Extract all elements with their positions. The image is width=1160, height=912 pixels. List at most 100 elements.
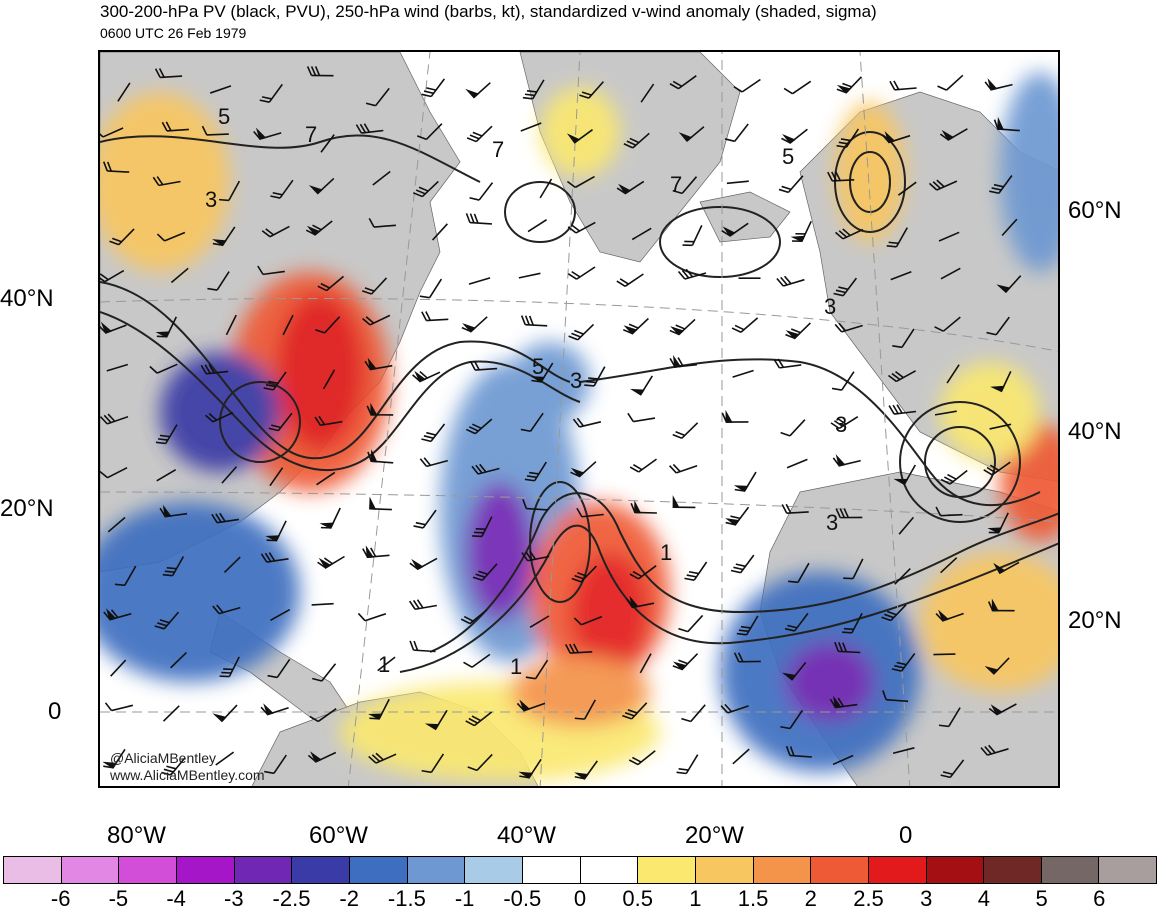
colorbar-swatch [176,857,235,883]
wind-barb [212,604,241,615]
wind-barb [368,698,390,720]
wind-barb [993,116,1020,132]
wind-barb [100,321,127,334]
wind-barb [218,180,241,202]
wind-barb [367,449,394,464]
wind-barb [312,663,337,682]
wind-barb [463,653,491,668]
wind-barb [282,314,294,336]
wind-barb [996,275,1022,294]
wind-barb [102,161,130,173]
wind-barb [225,314,237,336]
wind-barb [221,466,238,484]
wind-barb [529,615,550,629]
contour-label: 1 [510,654,522,679]
wind-barb [149,363,178,374]
wind-barb [467,753,493,772]
wind-barb [368,217,396,228]
colorbar-swatch [753,857,812,883]
wind-barb [431,223,448,241]
wind-barb [305,220,333,236]
wind-barb [223,556,241,574]
colorbar-label: -0.5 [503,886,542,911]
wind-barb [584,366,606,387]
contour-label: 3 [205,187,217,212]
anomaly-blob [570,552,650,672]
wind-barb [416,123,443,141]
wind-barb [114,565,137,587]
wind-barb [421,753,445,774]
wind-barb [831,371,855,391]
wind-barb [520,315,548,327]
wind-barb [631,227,652,241]
wind-barb [263,371,287,391]
wind-barb [937,74,964,91]
colorbar-swatch [1041,857,1100,883]
wind-barb [461,316,488,333]
wind-barb [527,219,548,233]
lon-label: 40°W [497,822,556,849]
wind-barb [270,608,291,622]
pv-contour [529,481,591,603]
colorbar-swatch [234,857,293,883]
pv-contour [834,131,906,233]
wind-barb [516,699,546,712]
colorbar-label: 2 [804,886,817,911]
wind-barb [733,652,761,663]
wind-barb [355,123,384,134]
wind-barb [269,467,284,487]
wind-barb [364,357,393,371]
anomaly-blob [465,482,535,622]
wind-barb [204,411,234,423]
wind-barb [988,703,1017,716]
wind-barb [785,745,812,758]
wind-barb [460,609,488,625]
anomaly-blob [510,342,590,422]
wind-barb [773,358,802,369]
wind-barb [835,508,863,519]
colorbar-swatch [119,857,177,883]
wind-barb [573,615,603,626]
wind-barb [892,328,915,349]
colorbar-swatch [695,857,754,883]
wind-barb [366,402,394,416]
wind-barb [983,461,1011,476]
wind-barb [102,748,126,769]
wind-barb [362,314,391,326]
wind-barb [465,213,492,225]
wind-barb [170,652,187,669]
wind-barb [100,269,125,283]
wind-barb [834,641,861,654]
wind-barb [100,466,128,479]
wind-barb [946,364,960,384]
wind-barb [109,228,135,246]
colorbar-swatch [292,857,350,883]
wind-barb [259,83,283,103]
lat-label-right: 20°N [1068,607,1122,634]
wind-barb [362,545,390,559]
wind-barb [724,123,749,143]
colorbar-label: -1 [454,886,475,911]
wind-barb [934,410,957,416]
wind-barb [781,128,808,145]
wind-barb [156,469,177,482]
colorbar-swatch [811,857,869,883]
wind-barb [211,512,240,524]
wind-barb [672,653,699,671]
contour-label: 1 [660,540,672,565]
pv-contour [100,281,571,460]
pv-contour [899,401,1021,523]
wind-barb [736,615,759,636]
contour-label: 7 [305,122,317,147]
wind-barb [568,323,595,341]
wind-barb [986,316,1010,336]
wind-barb [525,659,549,680]
wind-barb [830,416,859,430]
wind-barb [842,612,863,634]
credit-handle: @AliciaMBentley [110,750,217,766]
wind-barb [106,363,129,372]
wind-barb [989,423,1012,430]
wind-barb [928,179,958,191]
wind-barb [170,267,189,284]
wind-barb [836,76,862,94]
